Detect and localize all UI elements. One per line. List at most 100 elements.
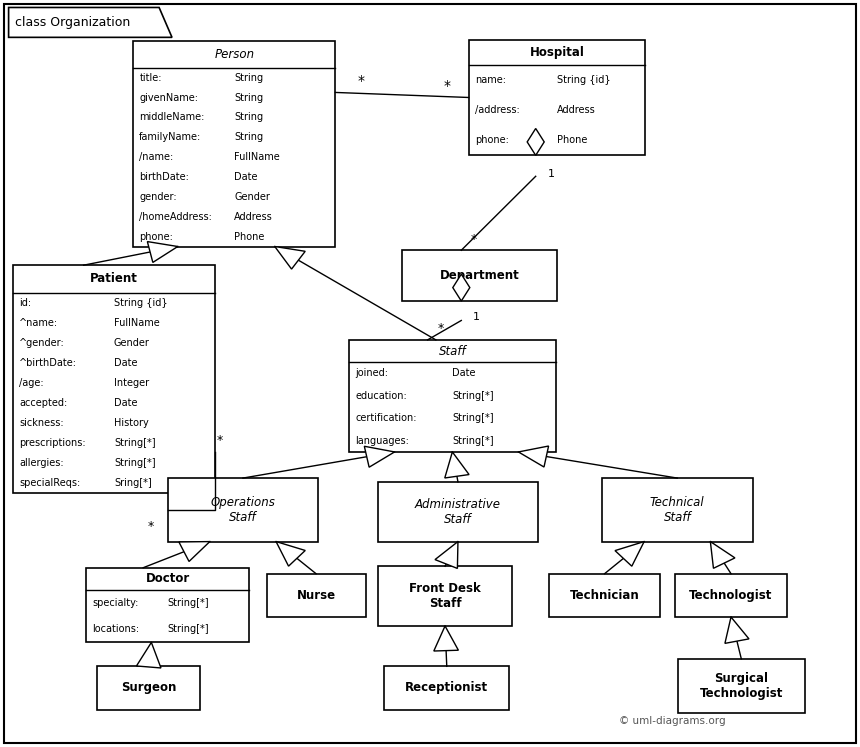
Text: gender:: gender: — [139, 192, 177, 202]
Bar — [675, 574, 787, 617]
Text: certification:: certification: — [355, 413, 417, 424]
Text: String: String — [234, 113, 263, 123]
Text: Department: Department — [440, 269, 519, 282]
Text: String {id}: String {id} — [114, 297, 168, 308]
Text: Date: Date — [114, 398, 138, 408]
Text: /address:: /address: — [475, 105, 519, 115]
Text: Technician: Technician — [569, 589, 640, 602]
Text: String[*]: String[*] — [168, 598, 209, 608]
Polygon shape — [710, 542, 735, 568]
Bar — [384, 666, 509, 710]
Text: *: * — [444, 79, 451, 93]
Text: String: String — [234, 72, 263, 83]
Text: *: * — [438, 322, 444, 335]
Text: joined:: joined: — [355, 368, 388, 379]
Text: allergies:: allergies: — [19, 458, 64, 468]
Text: Address: Address — [234, 211, 273, 222]
Text: Patient: Patient — [90, 273, 138, 285]
Text: Technical
Staff: Technical Staff — [650, 496, 704, 524]
Text: locations:: locations: — [92, 624, 139, 634]
Bar — [13, 265, 215, 493]
Text: Hospital: Hospital — [530, 46, 584, 59]
Polygon shape — [9, 7, 172, 37]
Text: ^name:: ^name: — [19, 317, 58, 328]
Text: Phone: Phone — [557, 135, 587, 146]
Text: Gender: Gender — [114, 338, 150, 347]
Bar — [378, 482, 538, 542]
Text: ^birthDate:: ^birthDate: — [19, 358, 77, 368]
Polygon shape — [274, 247, 305, 269]
Text: title:: title: — [139, 72, 162, 83]
Polygon shape — [445, 452, 469, 478]
Text: 1: 1 — [548, 169, 555, 179]
Bar — [168, 478, 318, 542]
Text: middleName:: middleName: — [139, 113, 205, 123]
Text: /homeAddress:: /homeAddress: — [139, 211, 212, 222]
Text: 1: 1 — [473, 312, 480, 323]
Polygon shape — [365, 446, 395, 467]
Bar — [378, 566, 512, 626]
Polygon shape — [519, 446, 549, 467]
Text: Date: Date — [452, 368, 476, 379]
Text: FullName: FullName — [114, 317, 160, 328]
Text: *: * — [471, 232, 477, 246]
Polygon shape — [452, 274, 470, 301]
Polygon shape — [435, 542, 458, 568]
Text: name:: name: — [475, 75, 506, 85]
Text: Surgical
Technologist: Surgical Technologist — [700, 672, 783, 700]
Text: String[*]: String[*] — [452, 436, 494, 446]
Text: String[*]: String[*] — [114, 458, 156, 468]
Text: String {id}: String {id} — [557, 75, 611, 85]
Bar — [549, 574, 660, 617]
Text: ^gender:: ^gender: — [19, 338, 64, 347]
Bar — [267, 574, 366, 617]
Text: class Organization: class Organization — [15, 16, 131, 29]
Text: specialty:: specialty: — [92, 598, 138, 608]
Text: languages:: languages: — [355, 436, 409, 446]
Text: Sring[*]: Sring[*] — [114, 478, 151, 488]
Text: *: * — [216, 434, 223, 447]
Text: Administrative
Staff: Administrative Staff — [415, 498, 501, 526]
Text: phone:: phone: — [139, 232, 173, 241]
Text: String: String — [234, 93, 263, 102]
Polygon shape — [276, 542, 305, 566]
Text: education:: education: — [355, 391, 407, 401]
Text: String[*]: String[*] — [452, 413, 494, 424]
Text: Address: Address — [557, 105, 596, 115]
Text: String: String — [234, 132, 263, 142]
Polygon shape — [615, 542, 644, 566]
Polygon shape — [137, 642, 161, 668]
Polygon shape — [433, 626, 458, 651]
Text: Date: Date — [114, 358, 138, 368]
Bar — [97, 666, 200, 710]
Text: givenName:: givenName: — [139, 93, 199, 102]
Text: Date: Date — [234, 172, 258, 182]
Bar — [86, 568, 249, 642]
Text: /age:: /age: — [19, 378, 44, 388]
Text: Surgeon: Surgeon — [121, 681, 176, 695]
Text: familyName:: familyName: — [139, 132, 201, 142]
Text: String[*]: String[*] — [168, 624, 209, 634]
Text: Doctor: Doctor — [145, 572, 190, 586]
Polygon shape — [179, 542, 210, 562]
Text: Technologist: Technologist — [690, 589, 772, 602]
Text: accepted:: accepted: — [19, 398, 67, 408]
Text: Staff: Staff — [439, 344, 466, 358]
Text: /name:: /name: — [139, 152, 174, 162]
Text: specialReqs:: specialReqs: — [19, 478, 80, 488]
Text: id:: id: — [19, 297, 31, 308]
Bar — [678, 659, 805, 713]
Text: birthDate:: birthDate: — [139, 172, 189, 182]
Text: *: * — [358, 74, 365, 88]
Text: © uml-diagrams.org: © uml-diagrams.org — [619, 716, 726, 726]
Bar — [602, 478, 752, 542]
Text: Integer: Integer — [114, 378, 149, 388]
Text: Gender: Gender — [234, 192, 270, 202]
Text: sickness:: sickness: — [19, 418, 64, 428]
Text: String[*]: String[*] — [452, 391, 494, 401]
Bar — [469, 40, 645, 155]
Text: *: * — [147, 520, 154, 533]
Text: Receptionist: Receptionist — [405, 681, 488, 695]
Text: Front Desk
Staff: Front Desk Staff — [409, 582, 481, 610]
Polygon shape — [725, 617, 749, 643]
